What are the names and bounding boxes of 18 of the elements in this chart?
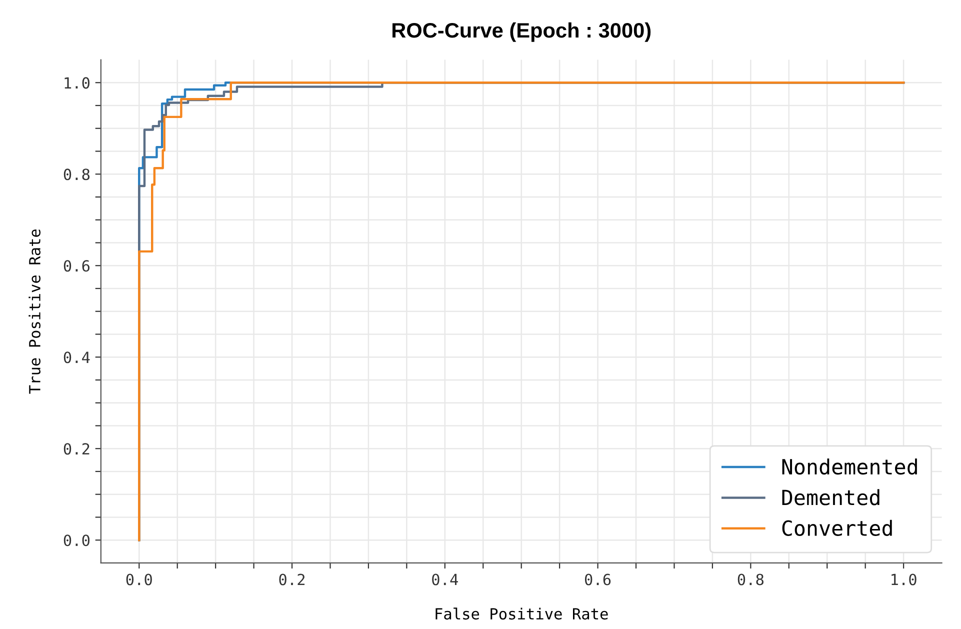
x-tick-label: 0.0 <box>126 574 152 586</box>
legend-label: Demented <box>782 489 880 506</box>
x-tick-label: 1.0 <box>892 574 916 586</box>
x-tick-label: 0.6 <box>584 574 611 586</box>
legend-label: Nondemented <box>782 458 917 475</box>
y-tick-label: 0.2 <box>64 443 90 455</box>
y-tick-label: 0.6 <box>64 260 90 272</box>
x-tick-label: 0.8 <box>738 574 764 586</box>
y-axis-title: True Positive Rate <box>28 229 40 394</box>
chart-title: ROC-Curve (Epoch : 3000) <box>392 22 651 42</box>
x-axis-title: False Positive Rate <box>436 608 608 620</box>
y-tick-label: 0.0 <box>64 534 90 546</box>
y-tick-label: 0.8 <box>64 168 90 180</box>
y-tick-label: 0.4 <box>64 352 90 364</box>
x-tick-label: 0.4 <box>432 574 458 586</box>
y-tick-label: 1.0 <box>64 77 90 89</box>
x-tick-label: 0.2 <box>279 574 305 586</box>
legend-label: Converted <box>782 520 892 536</box>
